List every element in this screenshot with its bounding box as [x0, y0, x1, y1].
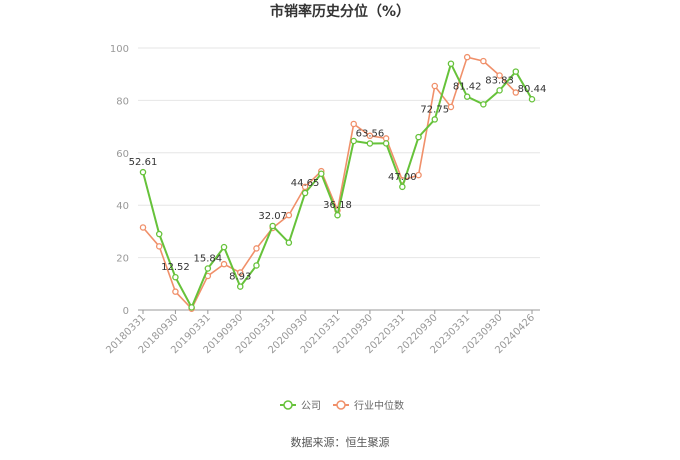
- data-point[interactable]: [496, 87, 503, 94]
- data-point[interactable]: [301, 189, 309, 197]
- chart-title: 市销率历史分位（%）: [270, 3, 410, 20]
- data-label: 63.56: [356, 128, 385, 139]
- data-point[interactable]: [431, 116, 438, 123]
- data-point[interactable]: [463, 53, 471, 61]
- data-point[interactable]: [528, 95, 536, 103]
- legend-median-label: 行业中位数: [354, 399, 404, 412]
- data-point[interactable]: [155, 230, 163, 238]
- y-tick-label: 20: [116, 254, 129, 265]
- legend-median-marker: [336, 400, 346, 410]
- data-source: 数据来源：恒生聚源: [291, 435, 390, 449]
- series-line: [142, 56, 517, 311]
- data-point[interactable]: [350, 137, 357, 145]
- data-label: 83.83: [485, 75, 514, 86]
- data-point[interactable]: [139, 168, 147, 176]
- series-layer: [139, 53, 536, 312]
- y-tick-label: 40: [116, 201, 129, 212]
- y-tick-label: 100: [110, 44, 129, 55]
- data-point[interactable]: [399, 183, 406, 191]
- data-label: 47.00: [388, 172, 417, 183]
- data-point[interactable]: [447, 60, 455, 67]
- legend-item-industry-median[interactable]: 行业中位数: [333, 399, 404, 412]
- data-label: 15.84: [194, 253, 223, 264]
- data-point[interactable]: [172, 273, 179, 281]
- data-label: 44.65: [291, 178, 320, 189]
- data-label: 32.07: [258, 211, 287, 222]
- data-point[interactable]: [220, 243, 228, 251]
- data-point[interactable]: [236, 283, 244, 290]
- data-point[interactable]: [350, 120, 357, 128]
- legend-company-marker: [283, 400, 293, 410]
- data-point[interactable]: [155, 243, 163, 250]
- grid-lines: [138, 47, 540, 259]
- data-point[interactable]: [253, 262, 260, 269]
- data-point[interactable]: [366, 140, 374, 147]
- data-label: 36.18: [323, 200, 352, 211]
- series-industry-median: [139, 53, 520, 312]
- data-point[interactable]: [447, 103, 455, 111]
- data-point[interactable]: [512, 68, 520, 75]
- y-tick-label: 80: [116, 96, 129, 107]
- data-point[interactable]: [415, 133, 422, 141]
- x-axis: 2018033120180930201903312019093020200331…: [104, 310, 537, 356]
- data-point[interactable]: [366, 132, 374, 140]
- data-point[interactable]: [463, 93, 471, 100]
- data-label: 80.44: [518, 84, 547, 95]
- data-point[interactable]: [480, 57, 487, 65]
- y-tick-label: 0: [123, 306, 129, 317]
- data-point[interactable]: [431, 82, 438, 90]
- data-label: 52.61: [129, 157, 158, 168]
- data-point[interactable]: [172, 288, 179, 295]
- data-point[interactable]: [269, 222, 276, 230]
- data-point[interactable]: [415, 171, 422, 179]
- data-point[interactable]: [220, 260, 228, 268]
- y-tick-label: 60: [116, 149, 129, 160]
- data-point[interactable]: [318, 170, 325, 178]
- legend-item-company[interactable]: 公司: [280, 400, 321, 412]
- data-point[interactable]: [480, 101, 487, 108]
- legend-company-label: 公司: [301, 401, 321, 412]
- y-axis: 0 20 40 60 80 100: [110, 44, 129, 317]
- data-point[interactable]: [334, 211, 341, 219]
- data-label: 12.52: [161, 262, 190, 273]
- series-company: [139, 60, 536, 311]
- data-point[interactable]: [382, 140, 390, 147]
- data-point[interactable]: [285, 239, 293, 246]
- data-point[interactable]: [204, 265, 212, 272]
- legend[interactable]: 公司 行业中位数: [280, 399, 404, 412]
- data-point[interactable]: [253, 245, 260, 252]
- data-point[interactable]: [496, 72, 503, 79]
- data-point[interactable]: [285, 211, 293, 219]
- data-label: 72.75: [420, 104, 449, 115]
- data-point[interactable]: [512, 89, 520, 96]
- data-label: 81.42: [453, 82, 482, 93]
- data-label: 8.93: [229, 272, 251, 283]
- data-point[interactable]: [188, 304, 195, 311]
- data-point[interactable]: [301, 183, 309, 191]
- data-point[interactable]: [139, 224, 147, 231]
- data-point[interactable]: [236, 269, 244, 276]
